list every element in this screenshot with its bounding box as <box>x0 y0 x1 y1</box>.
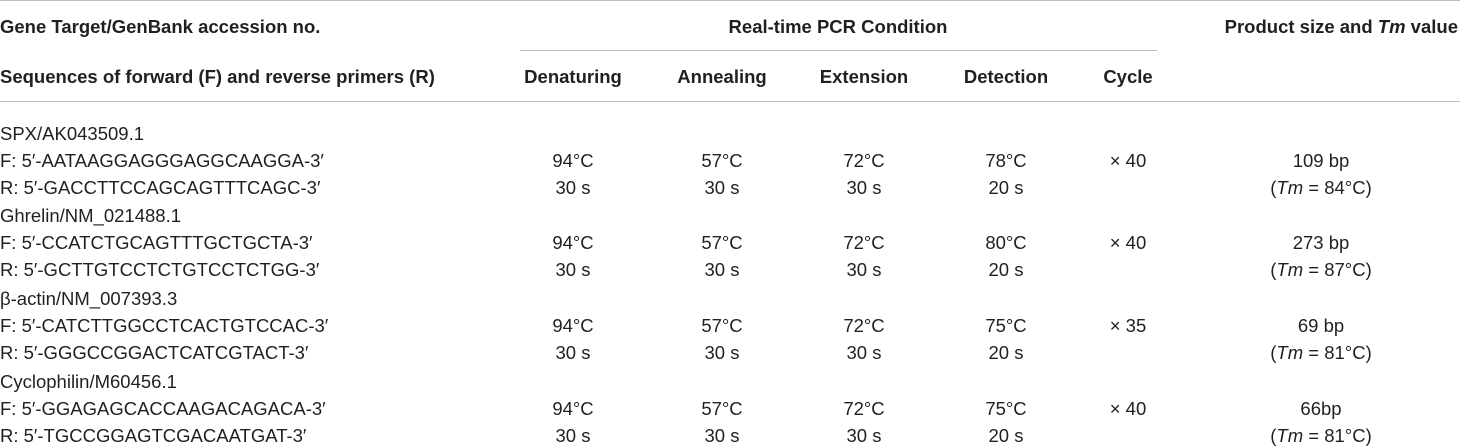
denaturing-temp: 94°C <box>552 315 594 336</box>
denaturing-time: 30 s <box>555 342 591 363</box>
header-sequences: Sequences of forward (F) and reverse pri… <box>0 66 435 87</box>
denaturing-temp: 94°C <box>552 150 594 171</box>
annealing-time: 30 s <box>704 342 740 363</box>
extension-temp: 72°C <box>843 315 885 336</box>
header-product-suffix: value <box>1405 16 1458 37</box>
reverse-primer: R: 5′-GACCTTCCAGCAGTTTCAGC-3′ <box>0 177 321 198</box>
tm-open-paren: ( <box>1270 342 1277 363</box>
tm-value: (Tm = 81°C) <box>1270 425 1372 446</box>
detection-temp: 80°C <box>985 232 1027 253</box>
forward-primer: F: 5′-AATAAGGAGGGAGGCAAGGA-3′ <box>0 150 324 171</box>
annealing-temp: 57°C <box>701 398 743 419</box>
header-cycle: Cycle <box>1103 66 1153 87</box>
gene-name: Cyclophilin/M60456.1 <box>0 371 177 392</box>
header-denaturing: Denaturing <box>524 66 622 87</box>
denaturing-time: 30 s <box>555 425 591 446</box>
extension-time: 30 s <box>846 177 882 198</box>
detection-time: 20 s <box>988 259 1024 280</box>
reverse-primer: R: 5′-GCTTGTCCTCTGTCCTCTGG-3′ <box>0 259 320 280</box>
detection-time: 20 s <box>988 425 1024 446</box>
tm-number: = 81°C) <box>1303 342 1372 363</box>
product-size: 66bp <box>1300 398 1342 419</box>
header-detection: Detection <box>963 66 1049 87</box>
tm-label: Tm <box>1276 177 1304 198</box>
extension-time: 30 s <box>846 425 882 446</box>
annealing-time: 30 s <box>704 177 740 198</box>
tm-label: Tm <box>1276 425 1304 446</box>
forward-primer: F: 5′-CCATCTGCAGTTTGCTGCTA-3′ <box>0 232 313 253</box>
tm-label: Tm <box>1276 342 1304 363</box>
detection-temp: 75°C <box>985 315 1027 336</box>
tm-value: (Tm = 87°C) <box>1270 259 1372 280</box>
detection-time: 20 s <box>988 342 1024 363</box>
gene-name: SPX/AK043509.1 <box>0 123 144 144</box>
header-product-tm: Tm <box>1377 16 1406 37</box>
extension-time: 30 s <box>846 259 882 280</box>
detection-temp: 78°C <box>985 150 1027 171</box>
header-bottom-rule <box>0 101 1460 102</box>
header-gene-target: Gene Target/GenBank accession no. <box>0 16 321 37</box>
tm-value: (Tm = 81°C) <box>1270 342 1372 363</box>
tm-open-paren: ( <box>1270 425 1277 446</box>
tm-number: = 81°C) <box>1303 425 1372 446</box>
forward-primer: F: 5′-CATCTTGGCCTCACTGTCCAC-3′ <box>0 315 329 336</box>
tm-number: = 87°C) <box>1303 259 1372 280</box>
denaturing-temp: 94°C <box>552 398 594 419</box>
tm-label: Tm <box>1276 259 1304 280</box>
reverse-primer: R: 5′-GGGCCGGACTCATCGTACT-3′ <box>0 342 309 363</box>
pcr-group-rule <box>520 50 1157 51</box>
top-rule <box>0 0 1460 1</box>
detection-time: 20 s <box>988 177 1024 198</box>
gene-name: Ghrelin/NM_021488.1 <box>0 205 181 226</box>
extension-temp: 72°C <box>843 150 885 171</box>
extension-temp: 72°C <box>843 398 885 419</box>
annealing-time: 30 s <box>704 259 740 280</box>
header-extension: Extension <box>819 66 909 87</box>
tm-open-paren: ( <box>1270 259 1277 280</box>
detection-temp: 75°C <box>985 398 1027 419</box>
header-product-prefix: Product size and <box>1224 16 1378 37</box>
extension-time: 30 s <box>846 342 882 363</box>
annealing-time: 30 s <box>704 425 740 446</box>
product-size: 69 bp <box>1297 315 1345 336</box>
denaturing-time: 30 s <box>555 259 591 280</box>
tm-number: = 84°C) <box>1303 177 1372 198</box>
cycle-count: × 40 <box>1109 398 1147 419</box>
denaturing-time: 30 s <box>555 177 591 198</box>
annealing-temp: 57°C <box>701 150 743 171</box>
cycle-count: × 40 <box>1109 232 1147 253</box>
annealing-temp: 57°C <box>701 315 743 336</box>
tm-value: (Tm = 84°C) <box>1270 177 1372 198</box>
denaturing-temp: 94°C <box>552 232 594 253</box>
forward-primer: F: 5′-GGAGAGCACCAAGACAGACA-3′ <box>0 398 326 419</box>
cycle-count: × 40 <box>1109 150 1147 171</box>
product-size: 273 bp <box>1292 232 1350 253</box>
product-size: 109 bp <box>1292 150 1350 171</box>
annealing-temp: 57°C <box>701 232 743 253</box>
extension-temp: 72°C <box>843 232 885 253</box>
reverse-primer: R: 5′-TGCCGGAGTCGACAATGAT-3′ <box>0 425 307 446</box>
gene-name: β-actin/NM_007393.3 <box>0 288 178 309</box>
header-pcr-condition: Real-time PCR Condition <box>728 16 948 37</box>
tm-open-paren: ( <box>1270 177 1277 198</box>
cycle-count: × 35 <box>1109 315 1147 336</box>
header-product-size: Product size and Tm value <box>1224 16 1458 37</box>
header-annealing: Annealing <box>677 66 767 87</box>
